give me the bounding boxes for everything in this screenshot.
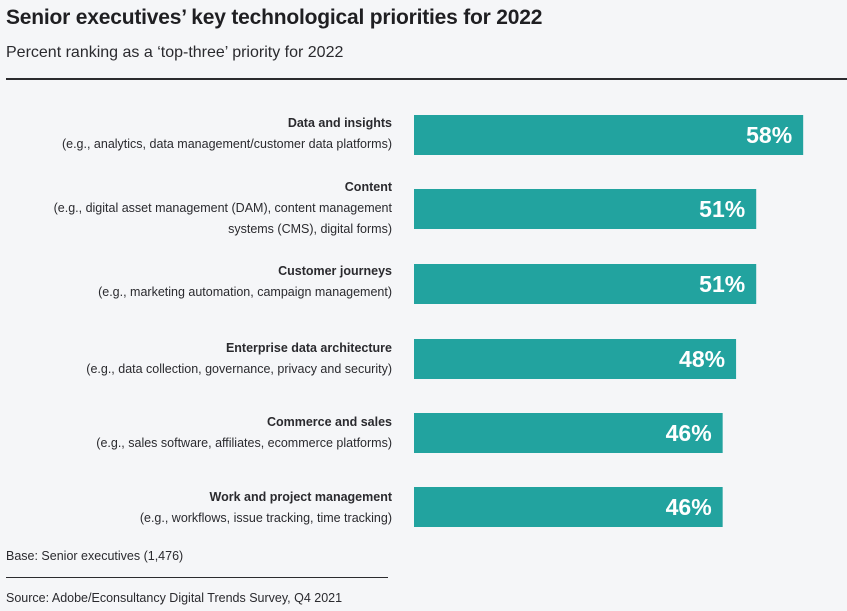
bar xyxy=(414,339,737,379)
category-label: Commerce and sales (e.g., sales software… xyxy=(96,412,392,454)
bar xyxy=(414,487,723,527)
bar-value-label: 48% xyxy=(679,346,725,372)
category-description: (e.g., analytics, data management/custom… xyxy=(61,137,392,151)
category-name: Work and project management xyxy=(209,490,392,504)
category-name: Data and insights xyxy=(287,116,392,130)
category-label: Enterprise data architecture (e.g., data… xyxy=(86,338,392,380)
bar-value-label: 51% xyxy=(699,196,745,222)
category-name: Enterprise data architecture xyxy=(225,341,392,355)
category-label: Customer journeys (e.g., marketing autom… xyxy=(98,261,392,303)
chart-title: Senior executives’ key technological pri… xyxy=(6,6,543,29)
bar xyxy=(414,413,723,453)
source-note: Source: Adobe/Econsultancy Digital Trend… xyxy=(6,591,343,605)
bar-value-label: 58% xyxy=(746,122,792,148)
bar xyxy=(414,264,757,304)
footer-divider xyxy=(6,577,388,578)
bar xyxy=(414,115,804,155)
header-divider xyxy=(6,78,847,80)
category-description: (e.g., workflows, issue tracking, time t… xyxy=(139,511,392,525)
category-name: Content xyxy=(344,180,392,194)
bar-value-label: 46% xyxy=(666,420,712,446)
chart-subtitle: Percent ranking as a ‘top-three’ priorit… xyxy=(6,44,344,61)
category-description: (e.g., data collection, governance, priv… xyxy=(86,362,392,376)
category-label: Data and insights (e.g., analytics, data… xyxy=(62,113,392,155)
category-label: Content (e.g., digital asset management … xyxy=(54,177,392,240)
category-description: (e.g., marketing automation, campaign ma… xyxy=(98,285,392,299)
base-note: Base: Senior executives (1,476) xyxy=(6,549,184,563)
bar-value-label: 46% xyxy=(666,494,712,520)
category-label: Work and project management (e.g., workf… xyxy=(140,487,392,529)
bar xyxy=(414,189,757,229)
category-name: Customer journeys xyxy=(278,264,392,278)
category-description: (e.g., digital asset management (DAM), c… xyxy=(53,201,392,236)
category-name: Commerce and sales xyxy=(266,415,392,429)
category-description: (e.g., sales software, affiliates, ecomm… xyxy=(96,436,392,450)
bar-value-label: 51% xyxy=(699,271,745,297)
